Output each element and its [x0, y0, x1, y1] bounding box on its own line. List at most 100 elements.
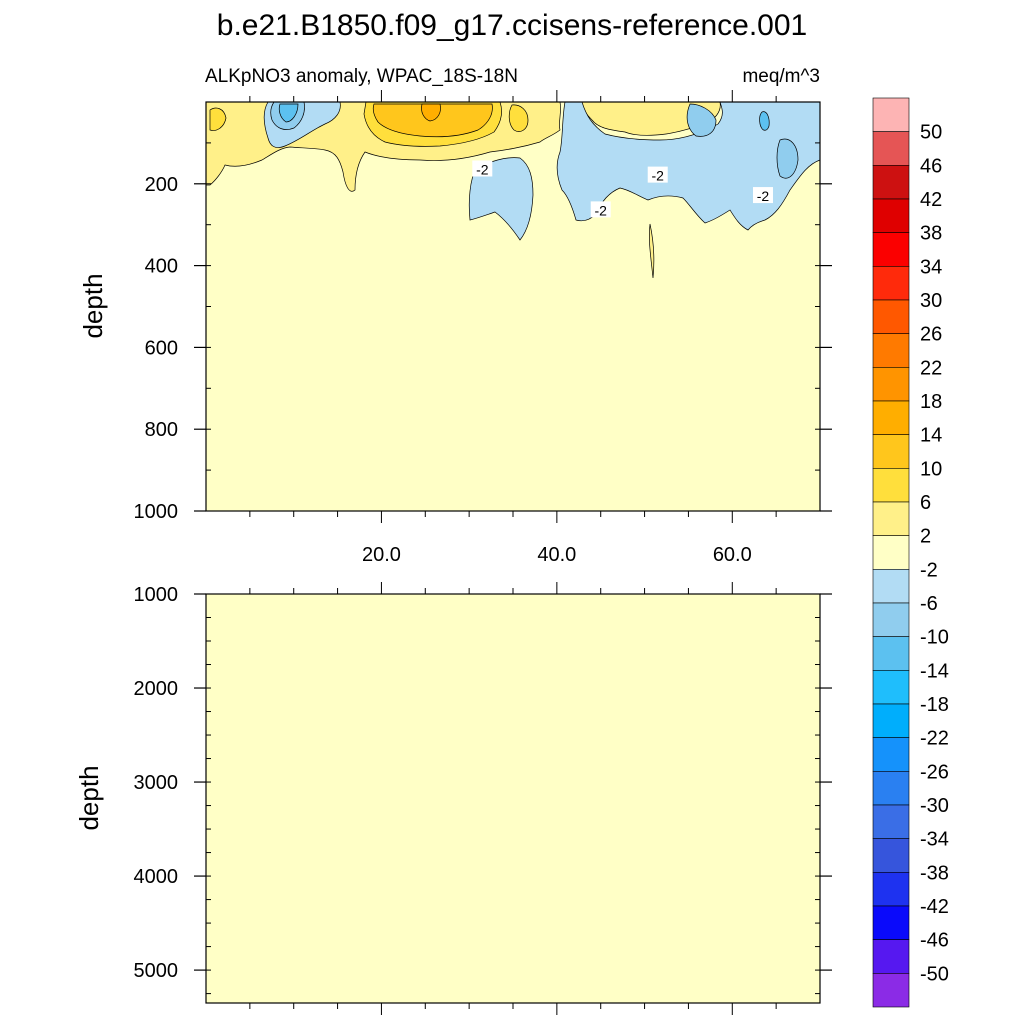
colorbar-level-label: -42: [920, 896, 949, 918]
top-contour-labels: -2 -2 -2 -2: [472, 160, 773, 218]
contour-label: -2: [647, 166, 668, 184]
colorbar-swatch: [872, 737, 910, 772]
contour-fill-positive-6b: [209, 107, 227, 131]
colorbar-swatch: [872, 569, 910, 604]
colorbar-swatch: [872, 670, 910, 705]
contour-fill-negative-2b: [468, 157, 534, 241]
colorbar-swatch: [872, 333, 910, 368]
colorbar-level-label: 26: [920, 324, 942, 346]
colorbar-level-label: -30: [920, 795, 949, 817]
colorbar-swatch: [872, 97, 910, 132]
colorbar-level-label: 34: [920, 256, 942, 278]
colorbar: 50 46 42 38 34 30 26 22 18 14 10 6 2 -2 -6 -10 -14 -18 -22…: [872, 97, 949, 1008]
colorbar-swatch: [872, 299, 910, 334]
colorbar-swatch: [872, 771, 910, 806]
contour-label-background: [472, 160, 493, 177]
colorbar-swatch: [872, 535, 910, 570]
y-tick-label: 600: [145, 337, 178, 359]
colorbar-swatch: [872, 939, 910, 974]
bottom-x-axis: [249, 582, 777, 1015]
variable-label: ALKpNO3 anomaly, WPAC_18S-18N: [205, 66, 518, 87]
colorbar-swatch: [872, 266, 910, 301]
x-tick-label: 40.0: [537, 544, 576, 566]
x-tick-label: 20.0: [362, 544, 401, 566]
contour-narrow-positive: [648, 223, 655, 279]
colorbar-swatch: [872, 804, 910, 839]
colorbar-level-label: 22: [920, 357, 942, 379]
colorbar-swatch: [872, 232, 910, 267]
colorbar-level-label: -18: [920, 694, 949, 716]
colorbar-swatch: [872, 973, 910, 1008]
colorbar-level-label: 10: [920, 458, 942, 480]
contour-label-text: -2: [652, 168, 665, 184]
colorbar-level-label: -46: [920, 930, 949, 952]
contour-label: -2: [472, 160, 493, 177]
top-x-axis: 20.0 40.0 60.0: [249, 90, 777, 566]
colorbar-swatch: [872, 131, 910, 166]
colorbar-swatch: [872, 198, 910, 233]
y-tick-label: 1000: [134, 501, 179, 523]
contour-fill-negative-6b: [686, 103, 717, 137]
y-tick-label: 3000: [134, 772, 179, 794]
colorbar-level-label: 50: [920, 122, 942, 144]
colorbar-swatch: [872, 501, 910, 536]
colorbar-level-label: 46: [920, 155, 942, 177]
colorbar-level-label: 6: [920, 492, 931, 514]
y-tick-label: 800: [145, 419, 178, 441]
contour-label-background: [752, 187, 773, 204]
colorbar-level-label: -22: [920, 728, 949, 750]
y-tick-label: 1000: [134, 584, 179, 606]
top-panel: -2 -2 -2 -2 200 400 600 800 1000 20.0 40.0 60.0 d…: [78, 90, 832, 566]
contour-label-background: [647, 166, 668, 183]
contour-fill-positive-6c: [508, 104, 529, 132]
colorbar-level-label: -2: [920, 559, 938, 581]
y-tick-label: 4000: [134, 866, 179, 888]
colorbar-level-label: 18: [920, 391, 942, 413]
units-label: meq/m^3: [742, 66, 820, 87]
contour-fill-negative-10a: [278, 103, 299, 123]
colorbar-level-label: 14: [920, 425, 942, 447]
bottom-panel-background: [206, 594, 820, 1003]
colorbar-level-label: -38: [920, 862, 949, 884]
colorbar-level-label: 30: [920, 290, 942, 312]
colorbar-swatch: [872, 602, 910, 637]
colorbar-level-label: 38: [920, 223, 942, 245]
colorbar-swatch: [872, 905, 910, 940]
colorbar-level-label: -10: [920, 627, 949, 649]
colorbar-swatch: [872, 468, 910, 503]
contour-fill-positive-14: [421, 103, 441, 122]
contour-label-background: [590, 201, 611, 218]
colorbar-swatch: [872, 703, 910, 738]
colorbar-level-label: -26: [920, 761, 949, 783]
contour-label-text: -2: [594, 202, 607, 218]
contour-label: -2: [590, 201, 611, 218]
contour-fill-negative-6c: [776, 138, 799, 179]
colorbar-swatch: [872, 872, 910, 907]
colorbar-swatch: [872, 367, 910, 402]
colorbar-level-label: -50: [920, 963, 949, 985]
colorbar-swatch: [872, 400, 910, 435]
colorbar-swatch: [872, 636, 910, 671]
contour-label-text: -2: [476, 161, 489, 177]
contour-fill-negative-10b: [759, 111, 770, 131]
y-tick-label: 400: [145, 256, 178, 278]
contour-label-text: -2: [757, 188, 770, 204]
bottom-y-axis-label: depth: [74, 765, 104, 830]
colorbar-level-label: -34: [920, 829, 949, 851]
top-y-axis: 200 400 600 800 1000: [134, 101, 832, 523]
colorbar-level-label: -6: [920, 593, 938, 615]
colorbar-swatch: [872, 838, 910, 873]
chart-title: b.e21.B1850.f09_g17.ccisens-reference.00…: [217, 9, 807, 42]
y-tick-label: 200: [145, 174, 178, 196]
x-tick-label: 60.0: [713, 544, 752, 566]
colorbar-level-label: -14: [920, 660, 949, 682]
y-tick-label: 5000: [134, 960, 179, 982]
colorbar-swatch: [872, 165, 910, 200]
colorbar-level-label: 2: [920, 526, 931, 548]
bottom-y-axis: 1000 2000 3000 4000 5000: [134, 584, 832, 995]
top-y-axis-label: depth: [78, 273, 108, 338]
contour-label: -2: [752, 187, 773, 204]
bottom-panel: 1000 2000 3000 4000 5000 depth: [74, 582, 832, 1015]
y-tick-label: 2000: [134, 678, 179, 700]
